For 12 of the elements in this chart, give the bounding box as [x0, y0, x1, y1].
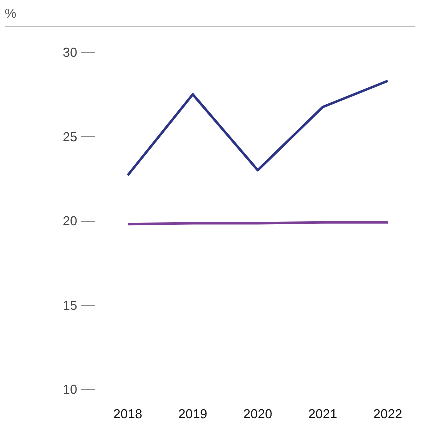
x-tick-label: 2021	[308, 406, 338, 422]
x-tick-label: 2018	[114, 406, 142, 422]
x-tick-label: 2020	[244, 406, 272, 422]
y-tick-label: 30	[63, 45, 78, 60]
y-axis-title: %	[5, 5, 17, 23]
y-tick-label: 10	[63, 382, 78, 397]
y-tick-label: 15	[63, 298, 78, 313]
y-tick-label: 20	[63, 214, 78, 228]
line-series	[126, 80, 390, 177]
y-tick-label: 25	[63, 129, 78, 144]
x-tick-label: 2022	[374, 406, 402, 422]
x-tick-label: 2019	[178, 406, 208, 422]
